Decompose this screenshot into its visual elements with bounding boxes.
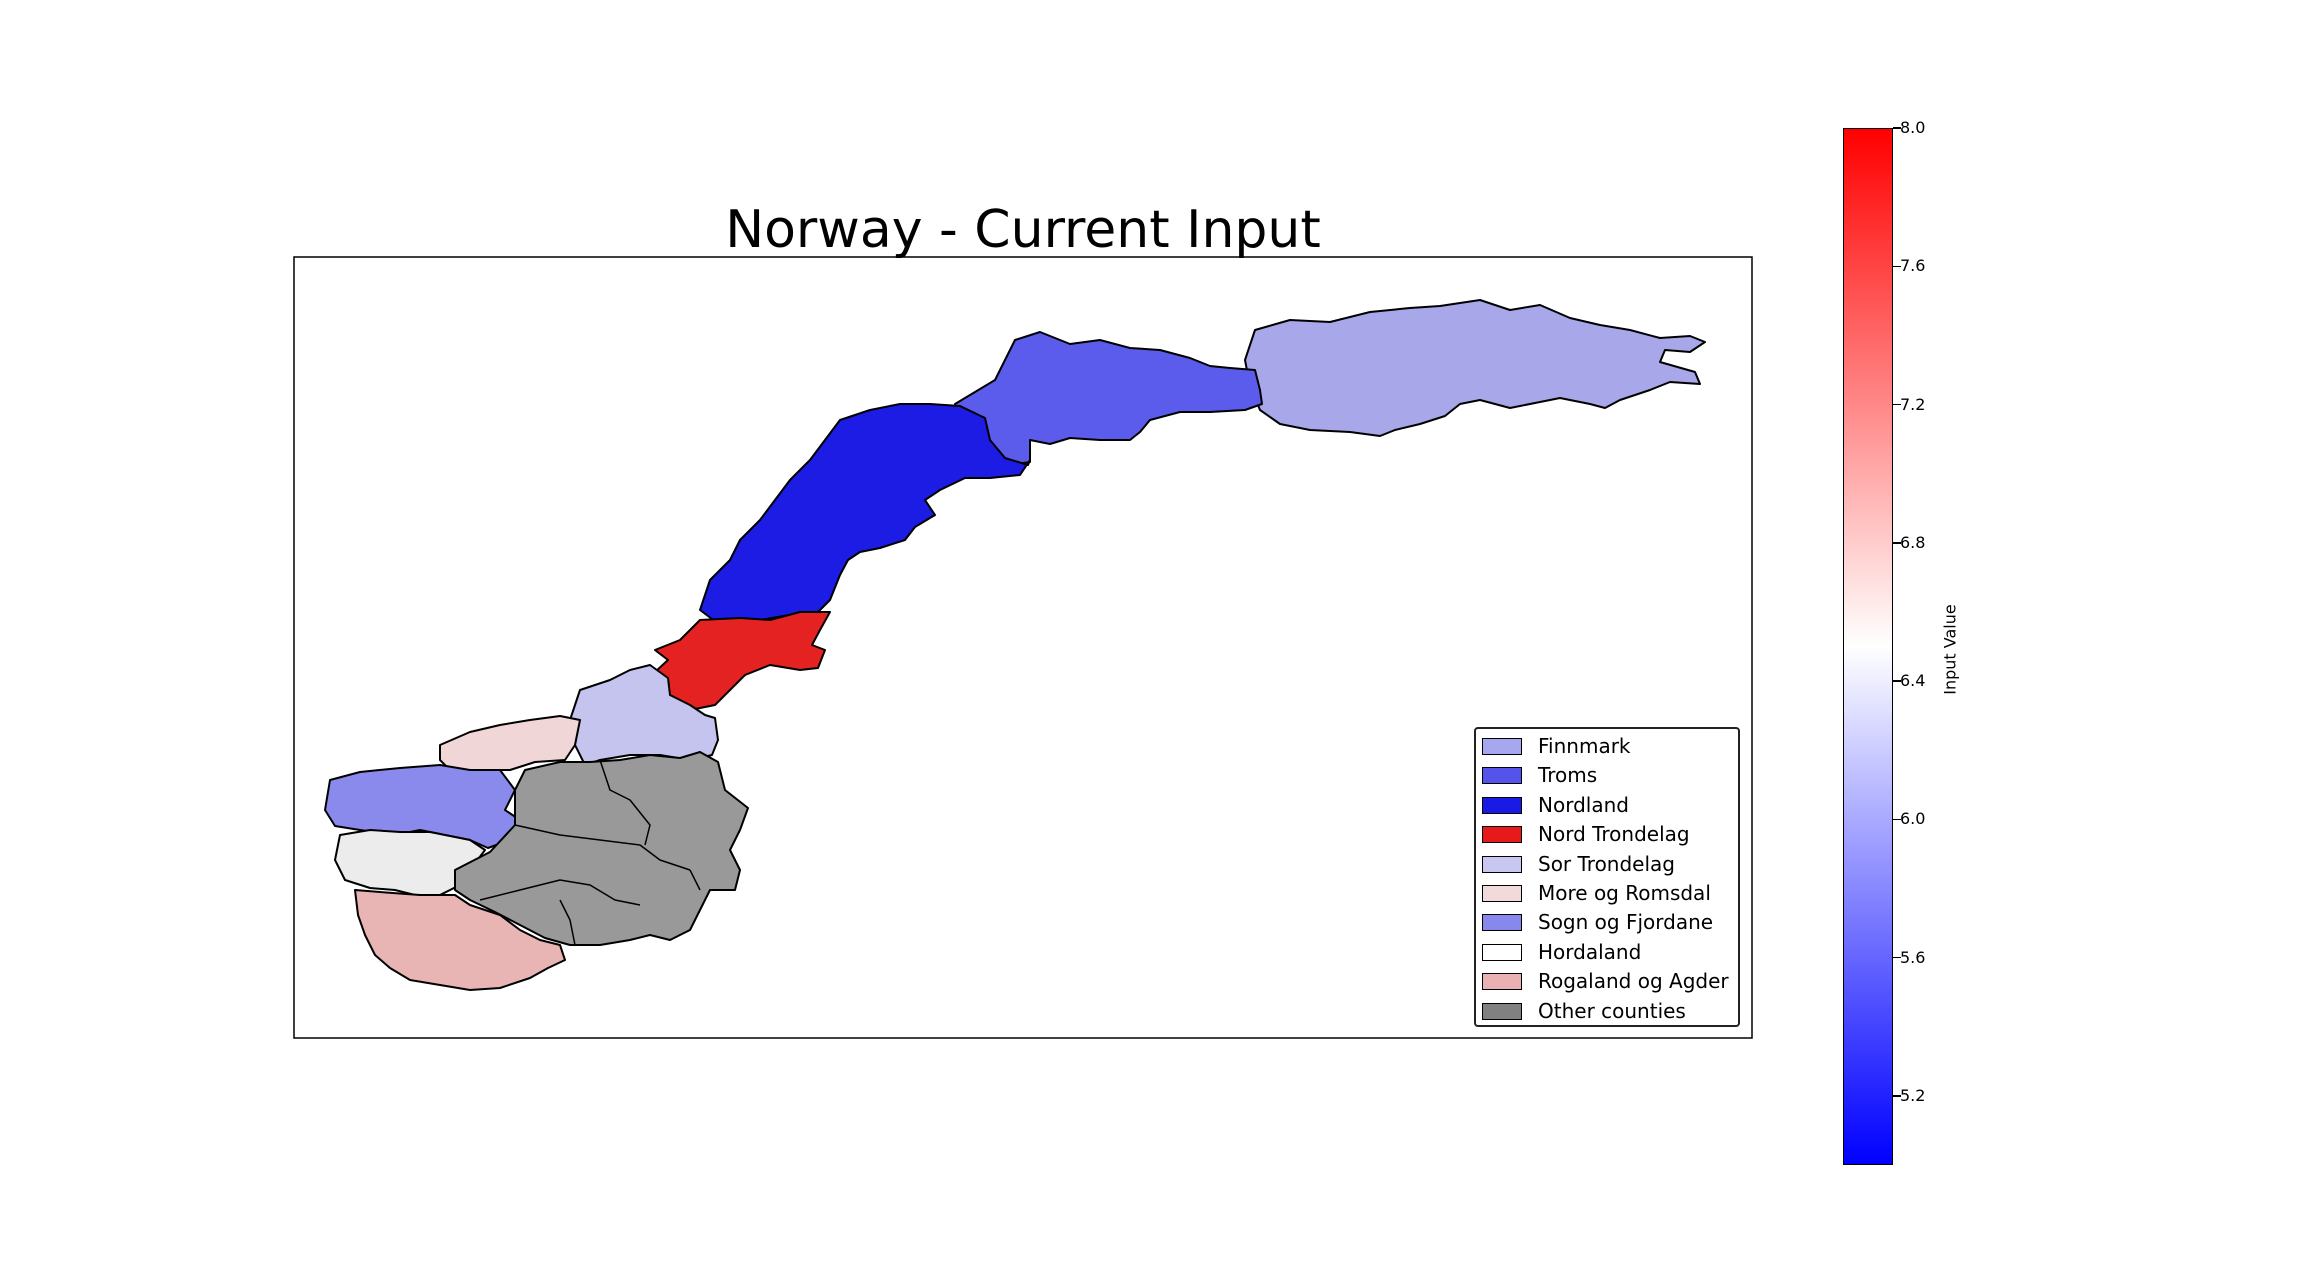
legend-label: Nord Trondelag [1538,822,1690,847]
legend-swatch [1482,796,1522,814]
map-title: Norway - Current Input [725,200,1321,260]
legend-swatch [1482,855,1522,873]
county-border [689,869,701,891]
colorbar-tick-label: 6.0 [1900,809,1926,829]
colorbar-tick-label: 5.2 [1900,1085,1926,1105]
legend-swatch [1482,826,1522,844]
legend-item: Sor Trondelag [1476,851,1738,880]
legend-label: Sor Trondelag [1538,851,1675,876]
colorbar-tick [1893,956,1901,959]
colorbar-tick-label: 5.6 [1900,947,1926,967]
county-border [514,824,691,871]
legend-label: Troms [1538,763,1598,788]
legend-item: Sogn og Fjordane [1476,909,1738,938]
colorbar-tick-label: 8.0 [1900,118,1926,137]
legend-swatch [1482,767,1522,785]
colorbar-tick-label: 6.4 [1900,671,1926,691]
legend-label: Other counties [1538,998,1686,1023]
colorbar-tick [1893,403,1901,406]
legend-label: Rogaland og Agder [1538,969,1729,994]
legend-item: Nordland [1476,792,1738,821]
legend-swatch [1482,1002,1522,1020]
colorbar [1843,128,1893,1165]
legend: Finnmark Troms Nordland Nord Trondelag Sor T… [1474,727,1740,1027]
legend-item: Hordaland [1476,939,1738,968]
colorbar-tick-label: 6.8 [1900,532,1926,552]
legend-label: Hordaland [1538,939,1642,964]
region-other-counties [454,751,749,946]
county-border [599,759,651,846]
colorbar-tick [1893,680,1901,682]
legend-swatch [1482,738,1522,755]
legend-item: Rogaland og Agder [1476,968,1738,997]
region-troms [954,331,1263,466]
legend-swatch [1482,943,1522,961]
colorbar-tick [1893,542,1901,544]
colorbar-tick [1893,127,1901,129]
colorbar-tick [1893,818,1901,821]
legend-item: Other counties [1476,998,1738,1027]
colorbar-tick-label: 7.2 [1900,394,1926,414]
legend-item: Troms [1476,762,1738,791]
county-border [479,879,641,906]
legend-swatch [1482,885,1522,902]
legend-label: Finnmark [1538,734,1631,758]
legend-item: More og Romsdal [1476,880,1738,909]
legend-label: More og Romsdal [1538,881,1711,905]
legend-swatch [1482,914,1522,932]
colorbar-tick [1893,1095,1901,1097]
region-finnmark [1244,299,1706,437]
region-nordland [699,403,1031,626]
map-frame [293,256,1753,1039]
legend-item: Finnmark [1476,733,1738,762]
legend-item: Nord Trondelag [1476,821,1738,850]
colorbar-tick-label: 7.6 [1900,256,1926,276]
legend-label: Sogn og Fjordane [1538,910,1714,935]
colorbar-tick [1893,265,1901,268]
region-rogaland-og-agder [354,889,566,991]
county-border [559,899,576,946]
legend-swatch [1482,973,1522,991]
legend-label: Nordland [1538,792,1629,817]
regions [324,299,1706,991]
colorbar-axis-label: Input Value [1940,604,1960,695]
